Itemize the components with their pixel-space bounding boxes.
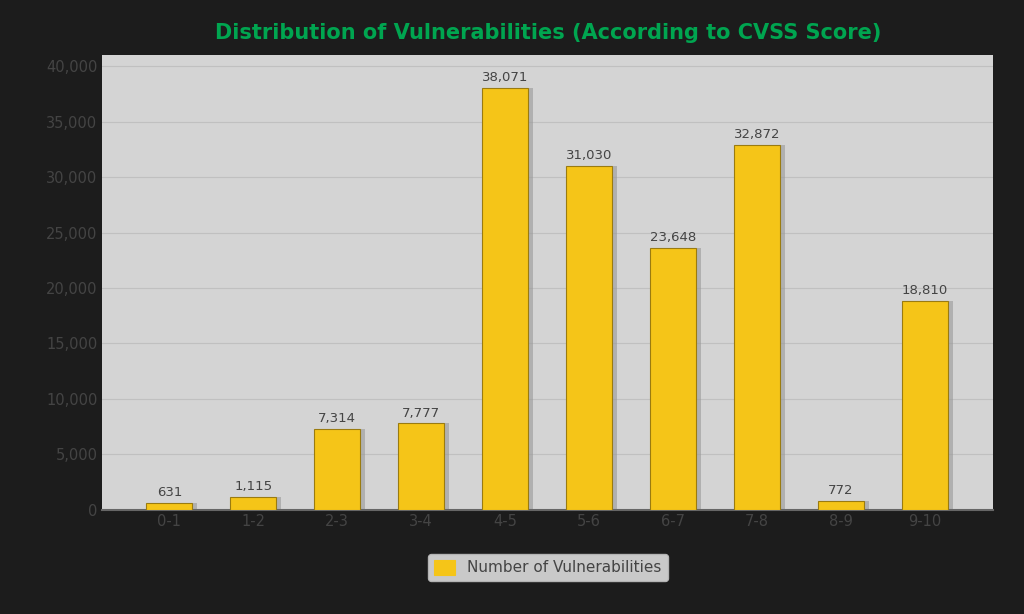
Text: 1,115: 1,115 (234, 480, 272, 494)
Bar (152, 503, 198, 510)
Bar (487, 88, 534, 510)
Bar (817, 501, 864, 510)
Bar (482, 88, 528, 510)
Bar (906, 301, 952, 510)
Bar (230, 497, 276, 510)
Bar (398, 424, 444, 510)
Bar (646, 510, 699, 516)
Bar (566, 166, 612, 510)
Text: 31,030: 31,030 (566, 149, 612, 162)
Bar (562, 510, 615, 516)
Bar (650, 247, 696, 510)
Bar (143, 510, 196, 516)
Text: 631: 631 (157, 486, 182, 499)
Bar (898, 510, 951, 516)
Bar (730, 510, 783, 516)
Bar (571, 166, 617, 510)
Bar (310, 510, 364, 516)
Text: 32,872: 32,872 (733, 128, 780, 141)
Bar (822, 501, 868, 510)
Bar (738, 146, 785, 510)
Text: 7,777: 7,777 (402, 406, 440, 419)
Bar (403, 424, 450, 510)
Bar (146, 503, 193, 510)
Bar (236, 497, 282, 510)
Text: 18,810: 18,810 (901, 284, 948, 297)
Bar (227, 510, 280, 516)
Bar (478, 510, 531, 516)
Text: 23,648: 23,648 (650, 231, 696, 244)
Bar (814, 510, 867, 516)
Title: Distribution of Vulnerabilities (According to CVSS Score): Distribution of Vulnerabilities (Accordi… (215, 23, 881, 42)
Text: 772: 772 (828, 484, 853, 497)
Legend: Number of Vulnerabilities: Number of Vulnerabilities (428, 554, 668, 581)
Bar (734, 146, 780, 510)
Text: 7,314: 7,314 (318, 412, 356, 425)
Bar (654, 247, 701, 510)
Bar (394, 510, 447, 516)
Bar (901, 301, 948, 510)
Bar (314, 429, 360, 510)
Text: 38,071: 38,071 (482, 71, 528, 84)
Bar (319, 429, 366, 510)
